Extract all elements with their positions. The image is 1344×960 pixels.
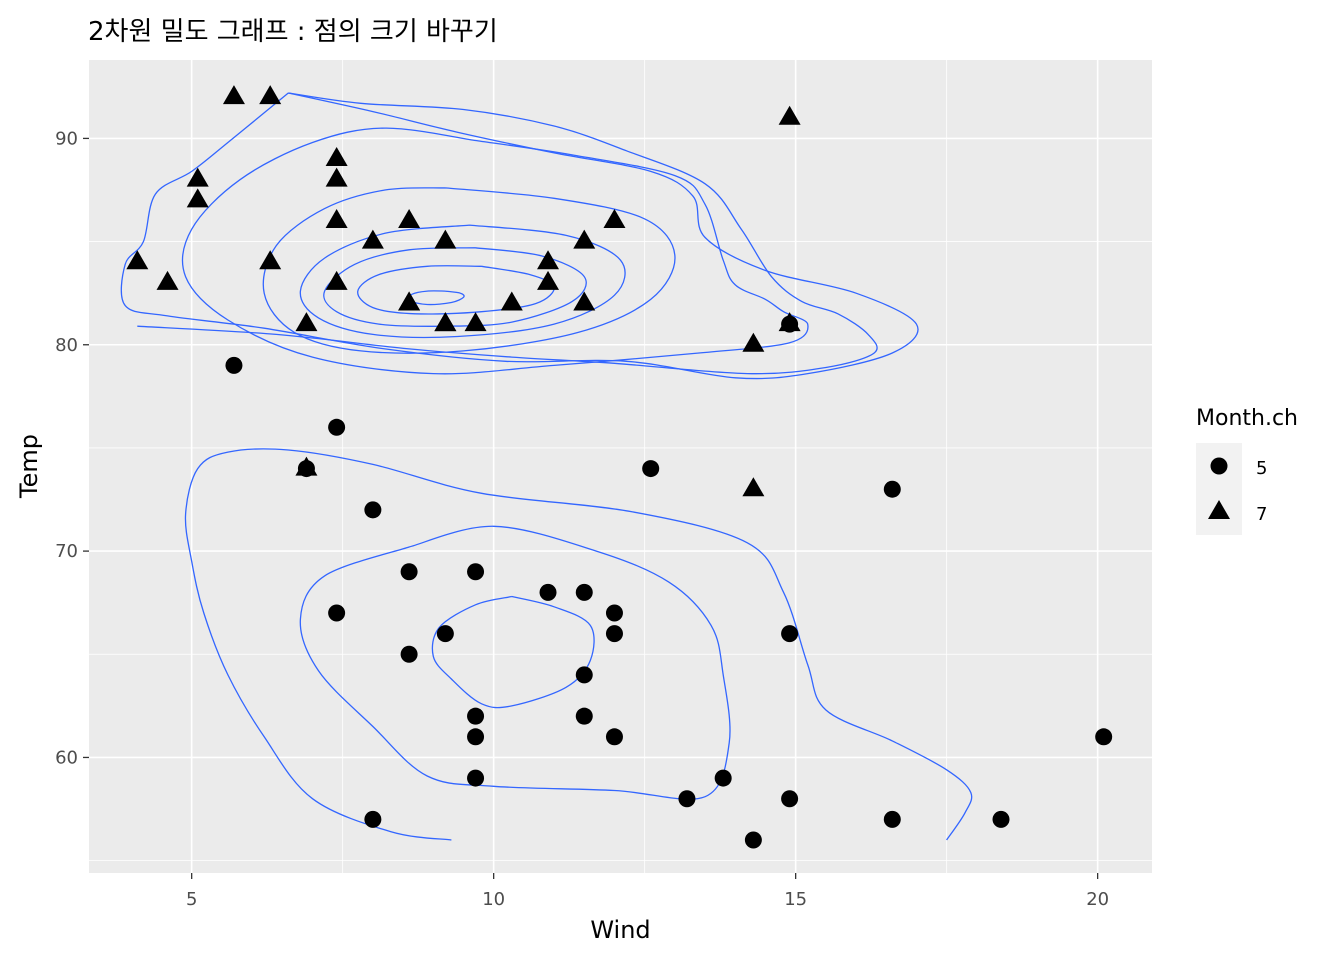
y-tick-label: 90 — [55, 128, 78, 149]
data-point-triangle — [603, 208, 626, 228]
data-point-circle — [642, 460, 660, 478]
data-point-triangle — [573, 229, 596, 249]
data-point-triangle — [361, 229, 384, 249]
data-point-triangle — [325, 147, 348, 167]
data-point-triangle — [778, 312, 801, 332]
data-point-circle — [883, 480, 901, 498]
data-point-triangle — [434, 312, 457, 332]
data-point-triangle — [742, 332, 765, 352]
data-point-circle — [364, 501, 382, 519]
data-point-triangle — [464, 312, 487, 332]
data-points — [126, 85, 1113, 849]
density-contour-line — [137, 92, 878, 375]
x-axis-ticks: 5 10 15 20 — [186, 873, 1109, 910]
data-point-circle — [328, 604, 346, 622]
density-contour-line — [120, 92, 919, 380]
data-point-circle — [605, 728, 623, 746]
legend: Month.ch 5 7 — [1196, 406, 1298, 535]
data-point-circle — [1095, 728, 1113, 746]
major-gridlines — [89, 60, 1152, 873]
density-contours — [120, 92, 973, 841]
data-point-circle — [467, 728, 485, 746]
data-point-circle — [400, 645, 418, 663]
legend-triangle-marker — [1208, 500, 1230, 519]
data-point-circle — [781, 625, 799, 643]
data-point-triangle — [259, 250, 282, 270]
density-contour-line — [299, 224, 626, 339]
data-point-circle — [575, 583, 593, 601]
x-tick-label: 10 — [482, 889, 505, 910]
minor-gridlines — [89, 60, 1152, 873]
legend-label-7: 7 — [1256, 504, 1267, 525]
data-point-triangle — [222, 85, 245, 105]
data-point-triangle — [325, 208, 348, 228]
density-contour-line — [184, 448, 973, 841]
data-point-triangle — [500, 291, 523, 311]
plot-panel — [89, 60, 1152, 873]
data-point-triangle — [434, 229, 457, 249]
data-point-triangle — [295, 312, 318, 332]
data-point-circle — [467, 563, 485, 581]
x-tick-label: 5 — [186, 889, 197, 910]
data-point-triangle — [537, 270, 560, 290]
chart-title: 2차원 밀도 그래프 : 점의 크기 바꾸기 — [88, 17, 498, 47]
data-point-circle — [364, 810, 382, 828]
data-point-circle — [575, 666, 593, 684]
legend-title: Month.ch — [1196, 406, 1298, 431]
data-point-circle — [744, 831, 762, 849]
data-point-triangle — [325, 270, 348, 290]
y-tick-label: 80 — [55, 335, 78, 356]
data-point-circle — [575, 707, 593, 725]
x-axis-label: Wind — [590, 916, 650, 944]
data-point-triangle — [259, 85, 282, 105]
y-tick-label: 60 — [55, 747, 78, 768]
y-axis-ticks: 60 70 80 90 — [55, 128, 89, 768]
x-tick-label: 20 — [1086, 889, 1109, 910]
density-contour-line — [323, 247, 587, 327]
legend-label-5: 5 — [1256, 458, 1267, 479]
data-point-circle — [467, 707, 485, 725]
density-contour-line — [299, 525, 731, 800]
data-point-circle — [539, 583, 557, 601]
data-point-triangle — [156, 270, 179, 290]
data-point-triangle — [186, 167, 209, 187]
data-point-triangle — [398, 208, 421, 228]
data-point-circle — [467, 769, 485, 787]
density-contour-line — [181, 127, 809, 375]
data-point-triangle — [126, 250, 149, 270]
data-point-circle — [328, 418, 346, 436]
data-point-circle — [781, 790, 799, 808]
density-contour-line — [407, 290, 465, 306]
data-point-triangle — [325, 167, 348, 187]
data-point-triangle — [742, 477, 765, 497]
legend-circle-marker — [1210, 457, 1228, 475]
data-point-circle — [436, 625, 454, 643]
data-point-circle — [714, 769, 732, 787]
data-point-triangle — [573, 291, 596, 311]
data-point-circle — [400, 563, 418, 581]
data-point-circle — [992, 810, 1010, 828]
data-point-circle — [605, 604, 623, 622]
data-point-triangle — [778, 105, 801, 125]
data-point-triangle — [398, 291, 421, 311]
data-point-triangle — [537, 250, 560, 270]
density-contour-line — [431, 595, 595, 709]
data-point-triangle — [186, 188, 209, 208]
data-point-circle — [883, 810, 901, 828]
data-point-circle — [605, 625, 623, 643]
y-axis-label: Temp — [15, 434, 43, 499]
y-tick-label: 70 — [55, 541, 78, 562]
data-point-circle — [225, 356, 243, 374]
x-tick-label: 15 — [784, 889, 807, 910]
data-point-triangle — [295, 456, 318, 476]
data-point-circle — [678, 790, 696, 808]
